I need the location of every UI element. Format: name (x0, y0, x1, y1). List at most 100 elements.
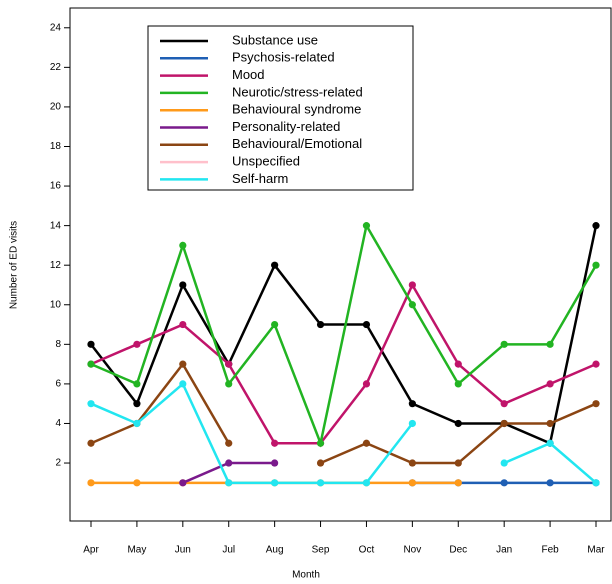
series-line (90, 225, 598, 446)
data-point (454, 380, 462, 388)
data-point (179, 281, 187, 289)
data-point (546, 340, 554, 348)
data-point (362, 439, 371, 447)
legend-label: Behavioural syndrome (232, 102, 361, 117)
data-point (362, 222, 371, 230)
data-point (592, 400, 600, 408)
x-tick-label: Sep (312, 545, 330, 556)
data-point (316, 479, 325, 487)
y-tick-label: 2 (55, 458, 61, 469)
data-point (87, 479, 95, 487)
y-tick-label: 22 (50, 62, 62, 73)
data-point (87, 439, 95, 447)
data-point (133, 400, 141, 408)
data-point (87, 340, 95, 348)
x-tick-label: May (127, 545, 146, 556)
legend-label: Self-harm (232, 171, 288, 186)
data-point (133, 479, 141, 487)
x-tick-label: Apr (83, 545, 99, 556)
data-point (408, 281, 416, 289)
data-point (179, 241, 187, 250)
y-tick-label: 6 (55, 379, 61, 390)
y-tick-label: 14 (50, 220, 62, 231)
data-point (454, 459, 462, 467)
data-point (271, 459, 279, 467)
data-point (500, 419, 508, 428)
data-point (546, 439, 554, 447)
data-point (546, 479, 554, 487)
data-point (592, 261, 600, 269)
y-tick-label: 18 (50, 141, 62, 152)
legend-label: Mood (232, 67, 265, 82)
series-line (90, 282, 597, 445)
data-point (454, 479, 462, 487)
data-point (271, 479, 279, 487)
y-tick-label: 4 (55, 418, 61, 429)
series-line (90, 381, 597, 485)
data-point (362, 320, 371, 329)
x-tick-label: Nov (403, 545, 421, 556)
data-point (454, 419, 462, 428)
data-point (225, 380, 233, 388)
data-point (179, 380, 187, 388)
data-point (179, 479, 187, 487)
data-point (179, 320, 187, 329)
data-point (225, 459, 233, 467)
data-point (87, 360, 95, 368)
data-point (362, 479, 371, 487)
data-point (500, 340, 508, 348)
legend-label: Neurotic/stress-related (232, 84, 363, 99)
data-point (454, 360, 462, 368)
data-point (133, 380, 141, 388)
x-tick-label: Jan (496, 545, 512, 556)
y-tick-label: 24 (50, 22, 62, 33)
plot-frame (69, 7, 612, 522)
data-point (408, 301, 416, 309)
data-point (408, 419, 416, 428)
y-tick-label: 16 (50, 181, 62, 192)
y-axis-label: Number of ED visits (9, 221, 20, 309)
data-point (87, 400, 95, 408)
x-tick-label: Aug (266, 545, 284, 556)
x-tick-label: Mar (587, 545, 605, 556)
y-tick-label: 8 (55, 339, 61, 350)
data-point (225, 439, 233, 447)
data-point (225, 360, 233, 368)
y-tick-label: 12 (50, 260, 62, 271)
legend-label: Personality-related (232, 119, 340, 134)
x-tick-label: Jun (175, 545, 191, 556)
legend-label: Unspecified (232, 154, 300, 169)
data-point (225, 479, 233, 487)
data-point (316, 320, 325, 329)
data-point (546, 419, 554, 428)
series-line (90, 222, 598, 448)
legend-label: Psychosis-related (232, 50, 335, 65)
data-point (592, 479, 600, 487)
data-point (408, 479, 416, 487)
data-point (133, 340, 141, 348)
data-point (500, 479, 508, 487)
x-axis-label: Month (292, 570, 320, 581)
data-point (179, 360, 187, 368)
data-point (592, 360, 600, 368)
data-point (362, 380, 371, 388)
data-point (500, 459, 508, 467)
legend-label: Behavioural/Emotional (232, 136, 362, 151)
y-tick-label: 10 (50, 299, 62, 310)
data-point (408, 459, 416, 467)
data-point (500, 400, 508, 408)
data-point (271, 261, 279, 269)
x-tick-label: Dec (449, 545, 467, 556)
data-point (316, 459, 325, 467)
data-point (408, 400, 416, 408)
legend-label: Substance use (232, 32, 318, 47)
data-point (592, 222, 600, 230)
x-tick-label: Oct (359, 545, 375, 556)
x-tick-label: Feb (541, 545, 559, 556)
data-point (271, 439, 279, 447)
y-tick-label: 20 (50, 102, 62, 113)
data-point (271, 320, 279, 329)
x-tick-label: Jul (222, 545, 235, 556)
data-point (316, 439, 325, 447)
